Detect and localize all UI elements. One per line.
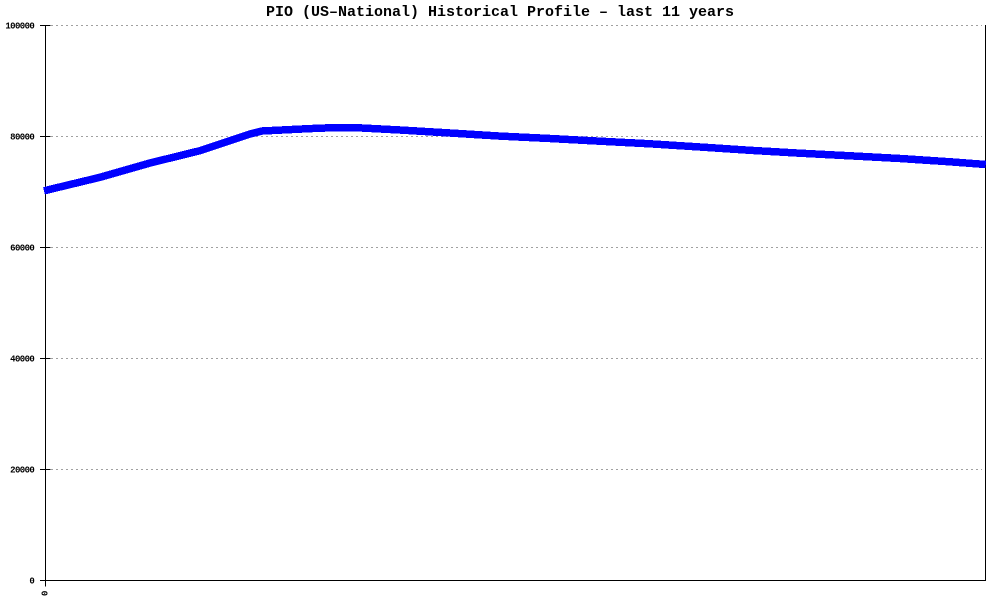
svg-text:PIO (US–National) Historical P: PIO (US–National) Historical Profile – l… xyxy=(266,4,734,21)
svg-text:20000: 20000 xyxy=(10,466,34,476)
svg-text:0: 0 xyxy=(29,577,34,587)
svg-text:0: 0 xyxy=(39,591,49,596)
svg-text:60000: 60000 xyxy=(10,244,34,254)
svg-text:80000: 80000 xyxy=(10,133,34,143)
svg-text:100000: 100000 xyxy=(5,22,34,32)
svg-text:40000: 40000 xyxy=(10,355,34,365)
